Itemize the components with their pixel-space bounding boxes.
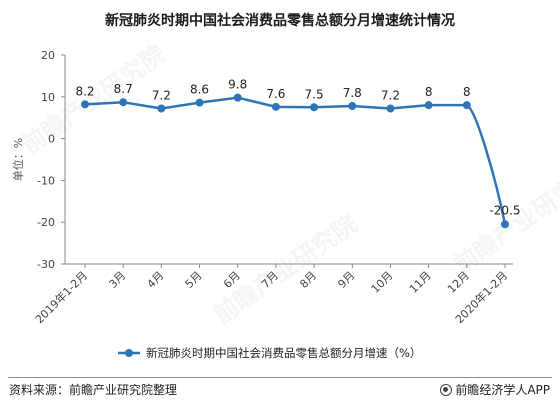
data-point xyxy=(462,101,471,110)
y-tick-label: -10 xyxy=(37,174,55,187)
data-point xyxy=(157,104,166,113)
x-tick-label: 7月 xyxy=(259,269,281,291)
data-point xyxy=(271,102,280,111)
x-tick-label: 4月 xyxy=(145,269,167,291)
brand-name: 前瞻经济学人APP xyxy=(455,383,550,397)
data-point xyxy=(424,101,433,110)
data-point xyxy=(195,98,204,107)
x-tick-label: 2019年1-2月 xyxy=(32,268,90,326)
x-tick-label: 12月 xyxy=(445,269,472,296)
data-label: 8.2 xyxy=(75,84,94,98)
data-label: 8.7 xyxy=(114,82,133,96)
brand: 前瞻经济学人APP xyxy=(440,381,550,398)
x-tick-label: 10月 xyxy=(369,269,396,296)
data-label: 7.2 xyxy=(152,89,171,103)
data-label: 8 xyxy=(425,85,433,99)
source-note: 资料来源：前瞻产业研究院整理 xyxy=(9,383,178,397)
footer-divider xyxy=(8,377,552,378)
data-label: 7.6 xyxy=(266,87,285,101)
data-label: 8.6 xyxy=(190,83,209,97)
x-tick-label: 9月 xyxy=(335,269,357,291)
data-point xyxy=(81,100,89,109)
data-label: 9.8 xyxy=(228,78,247,92)
x-tick-label: 8月 xyxy=(297,269,319,291)
data-point xyxy=(501,220,509,229)
x-axis: 2019年1-2月 3月 4月 5月 6月 7月 8月 9月 10月 11月 12月2020年1-2… xyxy=(32,263,513,326)
series-line xyxy=(84,96,507,225)
legend-swatch-marker xyxy=(125,349,133,357)
brand-logo-icon xyxy=(440,383,453,396)
data-point xyxy=(310,103,319,112)
y-tick-label: 10 xyxy=(41,91,55,104)
y-tick-label: -30 xyxy=(37,258,55,271)
y-tick-label: 20 xyxy=(41,49,55,62)
data-point xyxy=(119,98,128,107)
data-label: 7.5 xyxy=(305,87,324,101)
data-label: 7.8 xyxy=(343,86,362,100)
x-tick-label: 6月 xyxy=(221,269,243,291)
data-label: -20.5 xyxy=(489,203,520,217)
legend-label: 新冠肺炎时期中国社会消费品零售总额分月增速（%） xyxy=(146,346,421,360)
y-tick-label: 0 xyxy=(48,133,55,146)
data-label: 7.2 xyxy=(381,89,400,103)
chart-title: 新冠肺炎时期中国社会消费品零售总额分月增速统计情况 xyxy=(105,13,455,29)
legend: 新冠肺炎时期中国社会消费品零售总额分月增速（%） xyxy=(118,346,421,360)
y-axis-label: 单位：% xyxy=(11,138,25,181)
data-point xyxy=(386,104,395,113)
data-label: 8 xyxy=(463,85,471,99)
x-tick-label: 11月 xyxy=(407,269,434,296)
y-tick-label: -20 xyxy=(37,216,55,229)
y-axis: 20 10 0 -10 -20 -30 单位：% xyxy=(11,49,66,271)
x-tick-label: 5月 xyxy=(183,269,205,291)
data-point xyxy=(233,93,242,102)
series-layer: 8.2 8.7 7.2 8.6 9.8 7.6 7.5 7.8 7.2 8 8 -20.5 xyxy=(75,78,521,229)
line-chart: 20 10 0 -10 -20 -30 单位：% 2019年1-2月 3月 4月 5月 6月 7月 8月… xyxy=(11,49,521,360)
x-tick-label: 3月 xyxy=(106,269,128,291)
data-point xyxy=(348,101,357,110)
